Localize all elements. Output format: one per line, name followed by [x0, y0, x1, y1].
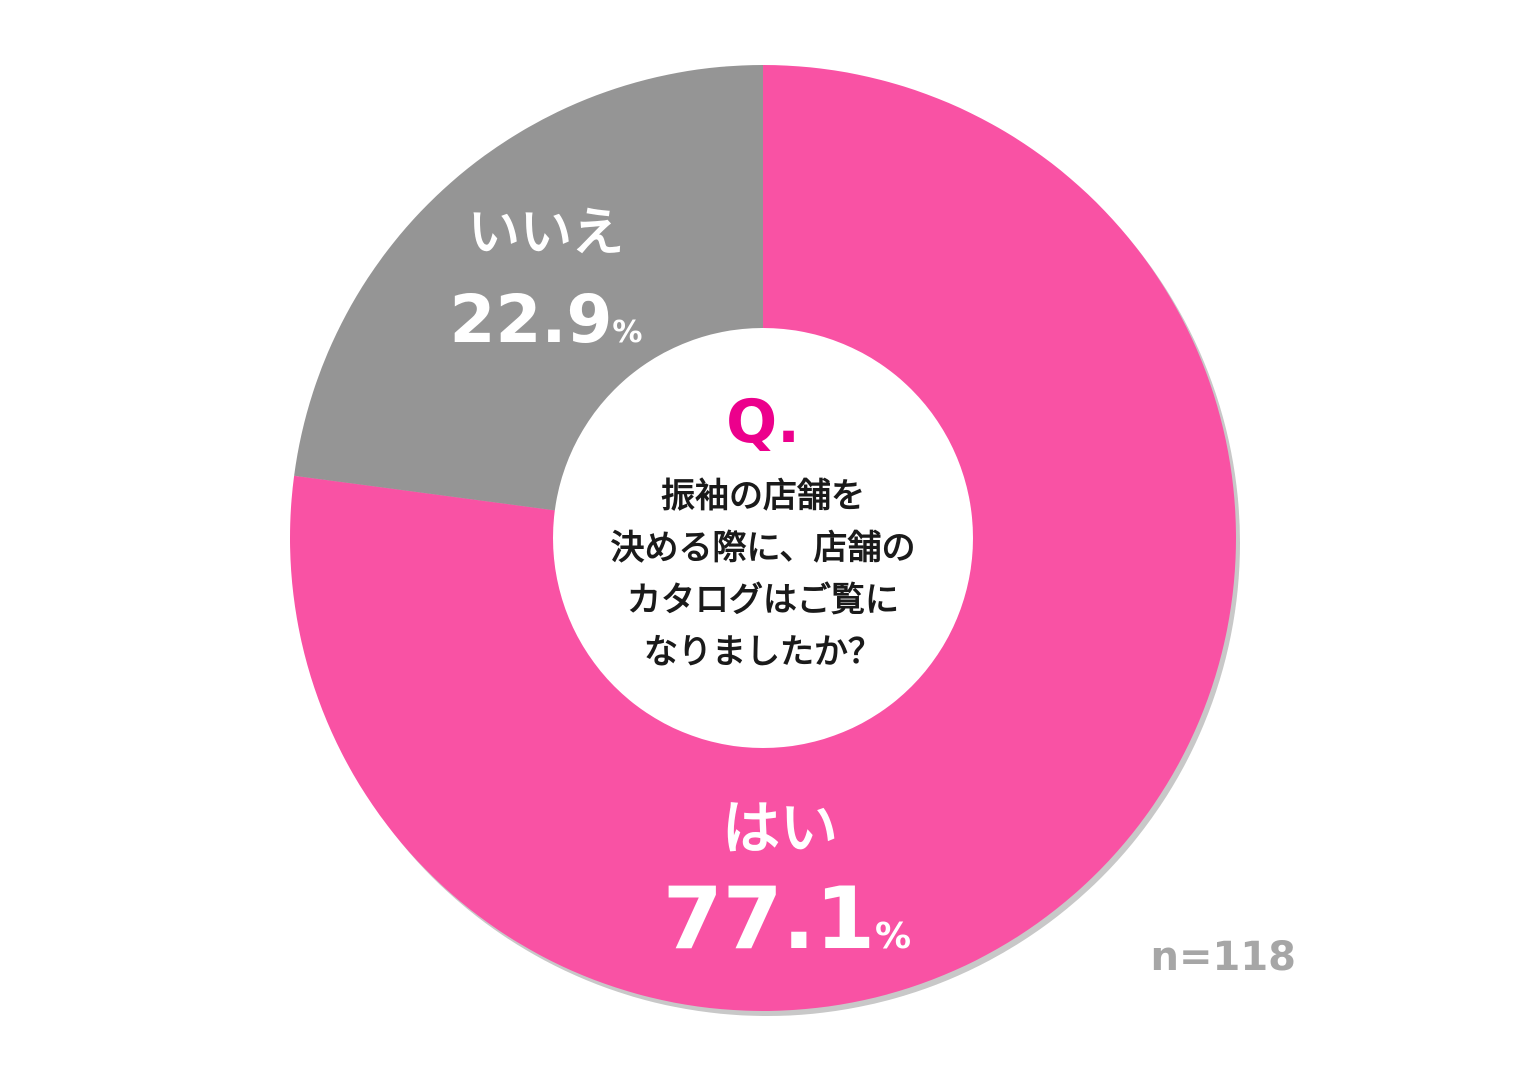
- slice-label-yes: はい: [722, 794, 838, 862]
- question-line: なりましたか？: [644, 632, 882, 672]
- slice-value-yes: 77.1%: [663, 869, 911, 969]
- slice-label-no: いいえ: [468, 203, 624, 263]
- sample-size: n=118: [1151, 934, 1297, 980]
- question-mark: Q.: [726, 387, 800, 457]
- question-text: 振袖の店舗を 決める際に、店舗の カタログはご覧に なりましたか？: [611, 476, 916, 672]
- slice-value-unit: %: [612, 315, 642, 350]
- center-hole: [553, 328, 973, 748]
- slice-value-number: 22.9: [450, 281, 613, 358]
- slice-value-unit: %: [875, 916, 911, 957]
- question-line: 振袖の店舗を: [661, 476, 865, 516]
- question-line: カタログはご覧に: [627, 580, 899, 620]
- slice-value-no: 22.9%: [450, 281, 643, 358]
- question-line: 決める際に、店舗の: [611, 528, 916, 568]
- slice-value-number: 77.1: [663, 869, 875, 969]
